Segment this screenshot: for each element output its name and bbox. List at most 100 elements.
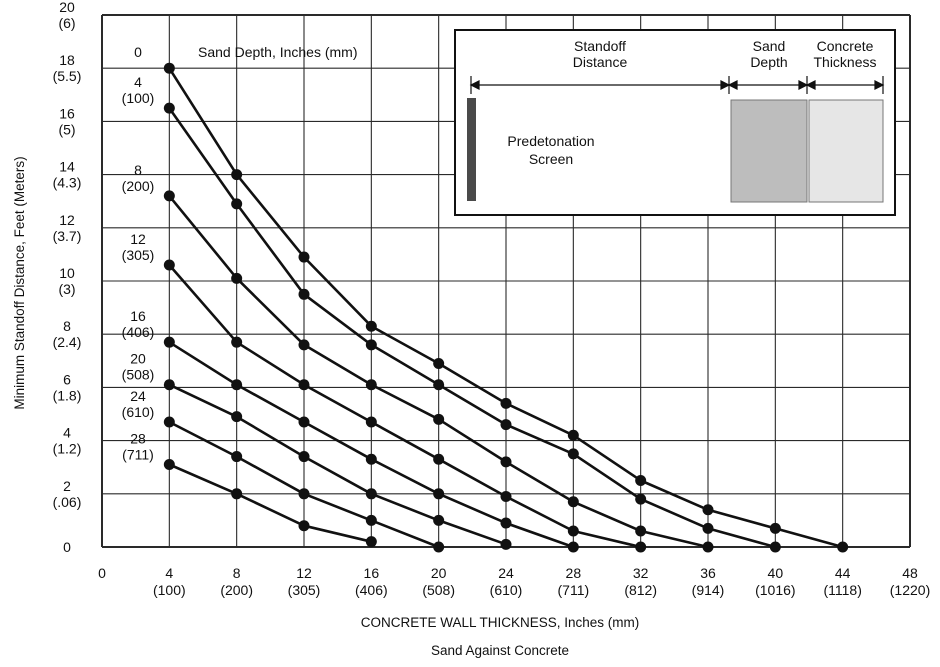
- inset-standoff-label-1: Standoff: [574, 38, 626, 54]
- inset-concrete-label-1: Concrete: [817, 38, 874, 54]
- concrete-block: [808, 99, 884, 203]
- x-tick-label-24: 24: [498, 565, 514, 581]
- inset-concrete-label-2: Thickness: [813, 54, 876, 70]
- series-labels: 0 4(100) 8(200) 12(305) 16(406) 20(508) 24(610…: [122, 44, 155, 463]
- y-tick-sublabel-4: (1.2): [53, 441, 82, 457]
- data-point-4-4: [163, 102, 175, 114]
- dimension-arrows: [469, 76, 885, 94]
- series-sublabel-12: (305): [122, 247, 155, 263]
- x-tick-label-32: 32: [633, 565, 649, 581]
- x-tick-label-20: 20: [431, 565, 447, 581]
- data-point-8-32: [635, 525, 647, 537]
- data-point-12-8: [231, 336, 243, 348]
- y-axis-ticks: 02(.06)4(1.2)6(1.8)8(2.4)10(3)12(3.7)14(…: [53, 0, 82, 555]
- y-tick-sublabel-14: (4.3): [53, 175, 82, 191]
- data-point-0-32: [635, 475, 647, 486]
- data-point-0-16: [365, 320, 377, 332]
- y-tick-sublabel-16: (5): [58, 121, 75, 137]
- x-tick-sublabel-24: (610): [490, 582, 523, 598]
- data-point-0-44: [837, 541, 849, 553]
- x-tick-label-36: 36: [700, 565, 716, 581]
- data-point-16-24: [500, 517, 512, 529]
- data-point-4-32: [635, 493, 647, 505]
- inset-sand-label-1: Sand: [753, 38, 786, 54]
- data-point-4-36: [702, 522, 714, 534]
- data-point-4-40: [769, 541, 781, 553]
- data-point-8-16: [365, 379, 377, 391]
- data-point-24-16: [365, 514, 377, 526]
- data-point-0-4: [163, 62, 175, 74]
- data-point-20-20: [433, 514, 445, 526]
- x-tick-sublabel-32: (812): [624, 582, 657, 598]
- x-axis-subtitle: Sand Against Concrete: [431, 643, 569, 658]
- series-sublabel-8: (200): [122, 178, 155, 194]
- data-point-12-4: [163, 259, 175, 271]
- data-point-4-24: [500, 419, 512, 431]
- series-points: [163, 62, 849, 553]
- data-point-16-4: [163, 336, 175, 348]
- y-tick-label-6: 6: [63, 371, 71, 387]
- series-label-28: 28: [130, 431, 146, 447]
- x-tick-label-12: 12: [296, 565, 312, 581]
- series-label-12: 12: [130, 231, 146, 247]
- series-label-0: 0: [134, 44, 142, 60]
- y-tick-label-2: 2: [63, 478, 71, 494]
- series-sublabel-4: (100): [122, 90, 155, 106]
- y-tick-sublabel-12: (3.7): [53, 228, 82, 244]
- data-point-12-24: [500, 490, 512, 502]
- x-tick-sublabel-48: (1220): [890, 582, 930, 598]
- x-tick-sublabel-16: (406): [355, 582, 388, 598]
- data-point-24-12: [298, 488, 310, 500]
- data-point-16-28: [567, 541, 579, 553]
- inset-sand-label-2: Depth: [750, 54, 787, 70]
- y-tick-label-20: 20: [59, 0, 75, 15]
- y-axis-title: Minimum Standoff Distance, Feet (Meters): [12, 156, 27, 409]
- data-point-12-20: [433, 453, 445, 465]
- y-tick-label-12: 12: [59, 212, 75, 228]
- predetonation-screen-bar: [467, 98, 476, 201]
- data-point-0-40: [769, 522, 781, 534]
- y-tick-label-10: 10: [59, 265, 75, 281]
- series-line-28: [168, 463, 372, 543]
- legend-title: Sand Depth, Inches (mm): [198, 44, 358, 60]
- data-point-0-36: [702, 504, 714, 516]
- data-point-4-20: [433, 379, 445, 391]
- inset-standoff-label-2: Distance: [573, 54, 628, 70]
- data-point-28-12: [298, 520, 310, 532]
- x-tick-sublabel-12: (305): [288, 582, 321, 598]
- data-point-4-16: [365, 339, 377, 351]
- data-point-20-12: [298, 451, 310, 463]
- y-tick-label-16: 16: [59, 105, 75, 121]
- data-point-16-20: [433, 488, 445, 500]
- data-point-20-24: [500, 538, 512, 550]
- data-point-8-4: [163, 190, 175, 202]
- data-point-24-20: [433, 541, 445, 553]
- x-tick-sublabel-44: (1118): [823, 582, 861, 598]
- x-tick-sublabel-40: (1016): [755, 582, 795, 598]
- data-point-0-24: [500, 397, 512, 409]
- x-tick-label-16: 16: [364, 565, 380, 581]
- data-point-24-8: [231, 451, 243, 463]
- x-tick-label-28: 28: [566, 565, 582, 581]
- series-label-16: 16: [130, 308, 146, 324]
- x-tick-sublabel-28: (711): [558, 582, 590, 598]
- x-tick-label-4: 4: [165, 565, 173, 581]
- series-label-24: 24: [130, 388, 146, 404]
- series-label-4: 4: [134, 74, 142, 90]
- series-label-8: 8: [134, 162, 142, 178]
- series-label-20: 20: [130, 351, 146, 367]
- x-tick-label-8: 8: [233, 565, 241, 581]
- data-point-8-8: [231, 272, 243, 284]
- data-point-20-4: [163, 379, 175, 391]
- series-sublabel-16: (406): [122, 324, 155, 340]
- data-point-4-8: [231, 198, 243, 210]
- x-tick-label-0: 0: [98, 565, 106, 581]
- y-tick-sublabel-10: (3): [58, 281, 75, 297]
- data-point-12-12: [298, 379, 310, 391]
- y-tick-sublabel-8: (2.4): [53, 334, 82, 350]
- y-tick-sublabel-18: (5.5): [53, 68, 82, 84]
- x-tick-label-44: 44: [835, 565, 851, 581]
- y-tick-label-0: 0: [63, 539, 71, 555]
- data-point-16-12: [298, 416, 310, 428]
- sand-block: [730, 99, 808, 203]
